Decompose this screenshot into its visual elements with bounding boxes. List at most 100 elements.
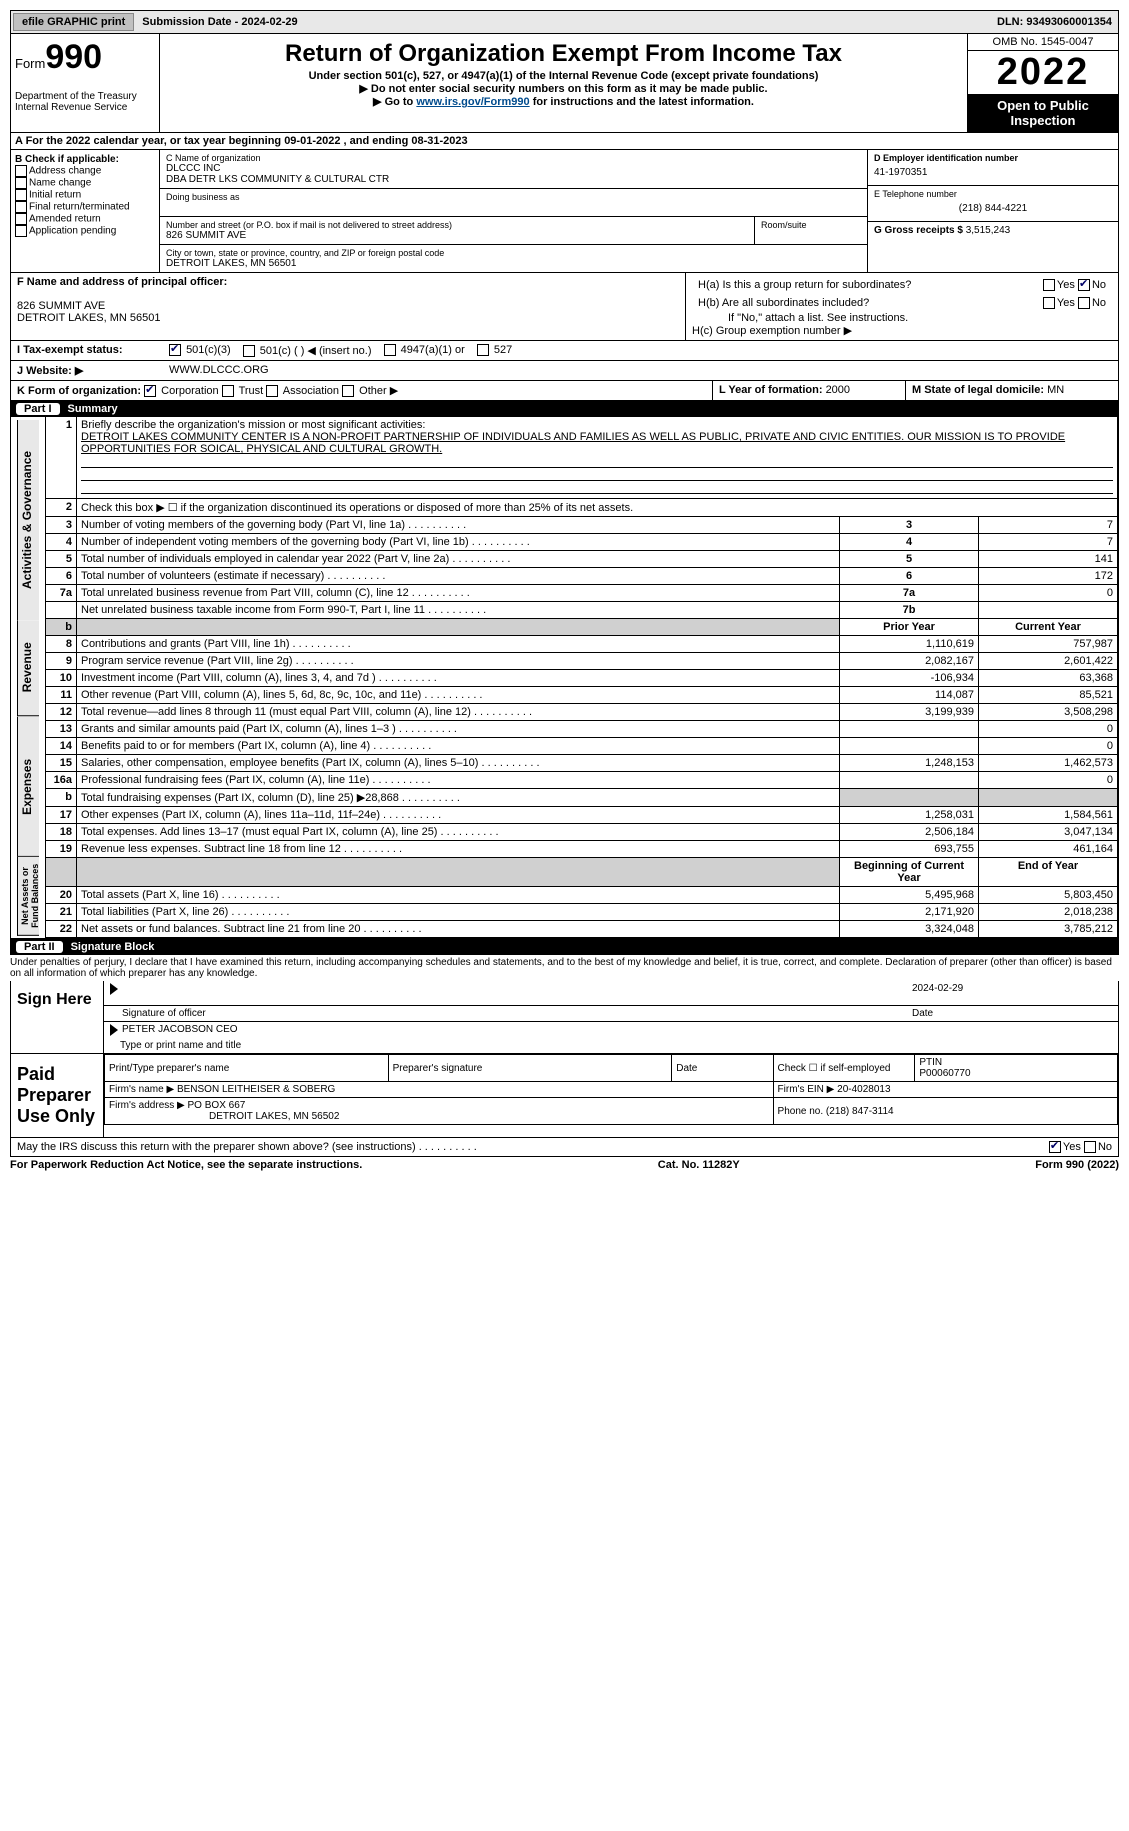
- cb-trust[interactable]: [222, 385, 234, 397]
- line-2: Check this box ▶ ☐ if the organization d…: [77, 499, 1118, 517]
- submission-date-label: Submission Date - 2024-02-29: [136, 14, 303, 30]
- table-row: 8Contributions and grants (Part VIII, li…: [46, 636, 1118, 653]
- caret-icon: [110, 983, 118, 995]
- entity-info-block: B Check if applicable: Address change Na…: [10, 150, 1119, 273]
- city-cell: City or town, state or province, country…: [160, 245, 867, 272]
- sign-date: 2024-02-29: [912, 983, 1112, 1003]
- table-row: 4Number of independent voting members of…: [46, 534, 1118, 551]
- line-hb: H(b) Are all subordinates included? Yes …: [692, 294, 1112, 312]
- may-irs-discuss: May the IRS discuss this return with the…: [10, 1138, 1119, 1157]
- discuss-no[interactable]: [1084, 1141, 1096, 1153]
- form-note-1: ▶ Do not enter social security numbers o…: [164, 82, 963, 95]
- paid-prep-label: Paid Preparer Use Only: [11, 1054, 104, 1137]
- tab-revenue: Revenue: [17, 620, 39, 716]
- mission-text: DETROIT LAKES COMMUNITY CENTER IS A NON-…: [81, 431, 1065, 455]
- cb-501c3[interactable]: [169, 344, 181, 356]
- table-row: 22Net assets or fund balances. Subtract …: [46, 921, 1118, 938]
- checkbox-final-return[interactable]: Final return/terminated: [15, 201, 155, 213]
- table-row: Net unrelated business taxable income fr…: [46, 602, 1118, 619]
- dept-treasury: Department of the Treasury Internal Reve…: [15, 91, 155, 113]
- table-row: 21Total liabilities (Part X, line 26)2,1…: [46, 904, 1118, 921]
- table-row: 13Grants and similar amounts paid (Part …: [46, 721, 1118, 738]
- checkbox-name-change[interactable]: Name change: [15, 177, 155, 189]
- firm-addr1: PO BOX 667: [188, 1100, 246, 1111]
- table-row: 19Revenue less expenses. Subtract line 1…: [46, 841, 1118, 858]
- discuss-yes[interactable]: [1049, 1141, 1061, 1153]
- form-note-2: ▶ Go to www.irs.gov/Form990 for instruct…: [164, 95, 963, 108]
- penalties-text: Under penalties of perjury, I declare th…: [10, 955, 1119, 981]
- line-ha: H(a) Is this a group return for subordin…: [692, 276, 1112, 294]
- phone-cell: E Telephone number (218) 844-4221: [868, 186, 1118, 222]
- prep-print-name: Print/Type preparer's name: [105, 1055, 389, 1082]
- cb-527[interactable]: [477, 344, 489, 356]
- cb-assoc[interactable]: [266, 385, 278, 397]
- address-cell: Number and street (or P.O. box if mail i…: [160, 217, 867, 245]
- table-row: bTotal fundraising expenses (Part IX, co…: [46, 789, 1118, 807]
- caret-icon: [110, 1024, 118, 1036]
- officer-addr2: DETROIT LAKES, MN 56501: [17, 312, 679, 324]
- table-row: 14Benefits paid to or for members (Part …: [46, 738, 1118, 755]
- tab-net-assets: Net Assets or Fund Balances: [17, 857, 39, 936]
- col-prior-year: Prior Year: [840, 619, 979, 636]
- summary-section: Activities & Governance Revenue Expenses…: [10, 417, 1119, 939]
- col-begin-year: Beginning of Current Year: [840, 858, 979, 887]
- firm-phone: (218) 847-3114: [826, 1106, 894, 1117]
- checkbox-initial-return[interactable]: Initial return: [15, 189, 155, 201]
- firm-ein: 20-4028013: [837, 1084, 890, 1095]
- sig-officer-label: Signature of officer: [110, 1008, 912, 1019]
- prep-self-employed[interactable]: Check ☐ if self-employed: [773, 1055, 915, 1082]
- line-j: J Website: ▶ WWW.DLCCC.ORG: [10, 361, 1119, 381]
- form-number: Form990: [15, 38, 155, 77]
- hb-no[interactable]: [1078, 297, 1090, 309]
- part1-header: Part ISummary: [10, 401, 1119, 417]
- hb-note: If "No," attach a list. See instructions…: [692, 312, 1112, 324]
- form-header: Form990 Department of the Treasury Inter…: [10, 34, 1119, 133]
- col-b-header: B Check if applicable:: [15, 154, 155, 165]
- ha-no[interactable]: [1078, 279, 1090, 291]
- table-row: 6Total number of volunteers (estimate if…: [46, 568, 1118, 585]
- tab-expenses: Expenses: [17, 717, 39, 857]
- ha-yes[interactable]: [1043, 279, 1055, 291]
- ptin: P00060770: [919, 1068, 970, 1079]
- checkbox-amended[interactable]: Amended return: [15, 213, 155, 225]
- summary-table: 1 Briefly describe the organization's mi…: [45, 417, 1118, 938]
- page-footer: For Paperwork Reduction Act Notice, see …: [10, 1157, 1119, 1173]
- cb-other[interactable]: [342, 385, 354, 397]
- prep-date: Date: [672, 1055, 773, 1082]
- line-i: I Tax-exempt status: 501(c)(3) 501(c) ( …: [10, 341, 1119, 361]
- omb-number: OMB No. 1545-0047: [968, 34, 1118, 51]
- website-value: WWW.DLCCC.ORG: [163, 361, 275, 380]
- table-row: 17Other expenses (Part IX, column (A), l…: [46, 807, 1118, 824]
- form-title: Return of Organization Exempt From Incom…: [164, 40, 963, 68]
- topbar: efile GRAPHIC print Submission Date - 20…: [10, 10, 1119, 34]
- open-to-public: Open to Public Inspection: [968, 94, 1118, 132]
- table-row: 10Investment income (Part VIII, column (…: [46, 670, 1118, 687]
- table-row: 20Total assets (Part X, line 16)5,495,96…: [46, 887, 1118, 904]
- table-row: 16aProfessional fundraising fees (Part I…: [46, 772, 1118, 789]
- officer-group-block: F Name and address of principal officer:…: [10, 273, 1119, 341]
- paid-preparer-block: Paid Preparer Use Only Print/Type prepar…: [10, 1054, 1119, 1138]
- firm-addr2: DETROIT LAKES, MN 56502: [109, 1111, 339, 1122]
- checkbox-address-change[interactable]: Address change: [15, 165, 155, 177]
- efile-print-button[interactable]: efile GRAPHIC print: [13, 13, 134, 31]
- sign-here-label: Sign Here: [11, 981, 104, 1053]
- line-f-label: F Name and address of principal officer:: [17, 276, 679, 288]
- dln: DLN: 93493060001354: [991, 14, 1118, 30]
- line-hc: H(c) Group exemption number ▶: [692, 324, 1112, 337]
- table-row: 5Total number of individuals employed in…: [46, 551, 1118, 568]
- table-row: 3Number of voting members of the governi…: [46, 517, 1118, 534]
- cb-4947[interactable]: [384, 344, 396, 356]
- cb-501c[interactable]: [243, 345, 255, 357]
- col-current-year: Current Year: [979, 619, 1118, 636]
- org-name-cell: C Name of organization DLCCC INC DBA DET…: [160, 150, 867, 189]
- irs-link[interactable]: www.irs.gov/Form990: [416, 96, 529, 108]
- hb-yes[interactable]: [1043, 297, 1055, 309]
- sign-here-block: Sign Here 2024-02-29 Signature of office…: [10, 981, 1119, 1054]
- tax-year: 2022: [968, 51, 1118, 94]
- cb-corp[interactable]: [144, 385, 156, 397]
- checkbox-app-pending[interactable]: Application pending: [15, 225, 155, 237]
- table-row: 7aTotal unrelated business revenue from …: [46, 585, 1118, 602]
- col-end-year: End of Year: [979, 858, 1118, 887]
- ein-cell: D Employer identification number 41-1970…: [868, 150, 1118, 186]
- form-subtitle: Under section 501(c), 527, or 4947(a)(1)…: [164, 70, 963, 82]
